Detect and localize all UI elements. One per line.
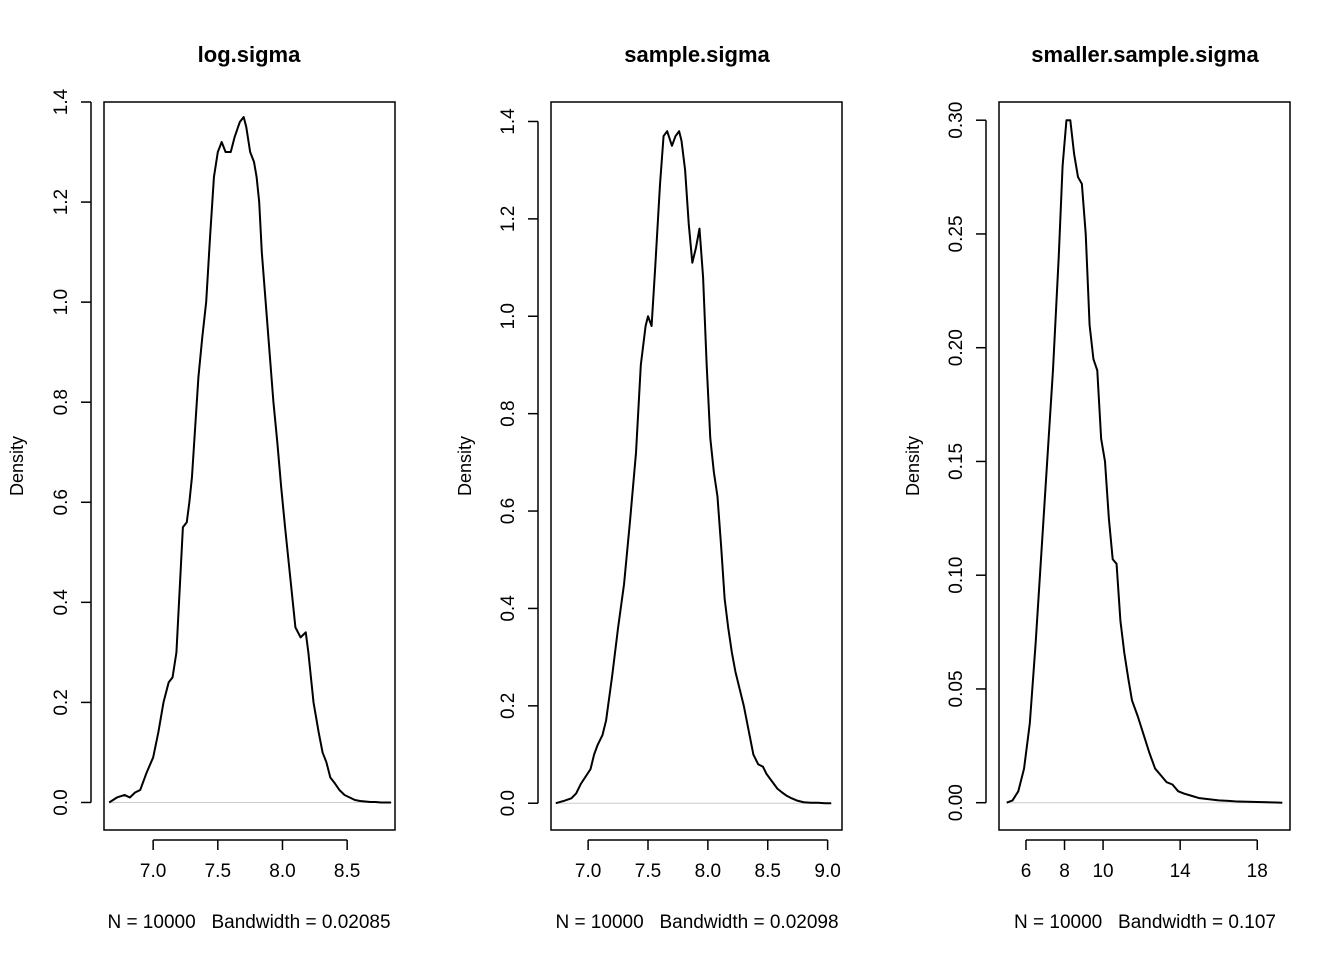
y-tick-label: 1.0: [498, 303, 519, 329]
y-axis-label: Density: [903, 436, 923, 496]
x-axis-subtitle: N = 10000 Bandwidth = 0.02085: [107, 912, 390, 933]
x-axis-subtitle: N = 10000 Bandwidth = 0.02098: [555, 912, 838, 933]
density-line: [1006, 119, 1283, 804]
x-tick-label: 7.0: [140, 861, 166, 882]
y-tick-label: 0.4: [498, 595, 519, 622]
y-tick-label: 1.4: [51, 88, 72, 115]
y-tick-label: 1.0: [51, 289, 72, 315]
y-tick-label: 0.30: [946, 102, 967, 139]
x-tick-label: 8.0: [695, 861, 721, 882]
panel-title: sample.sigma: [624, 42, 770, 67]
panel-log-sigma: log.sigma Density N = 10000 Bandwidth = …: [7, 42, 396, 933]
x-tick-label: 9.0: [814, 861, 840, 882]
y-tick-label: 0.05: [946, 670, 967, 707]
x-tick-label: 8.0: [269, 861, 295, 882]
y-tick-label: 0.6: [51, 489, 72, 515]
y-tick-label: 0.8: [51, 389, 72, 415]
x-tick-label: 10: [1092, 861, 1113, 882]
y-tick-label: 1.2: [51, 189, 72, 215]
y-tick-label: 0.6: [498, 498, 519, 524]
x-axis-subtitle: N = 10000 Bandwidth = 0.107: [1014, 912, 1276, 933]
y-tick-label: 0.25: [946, 215, 967, 252]
y-tick-label: 0.0: [51, 789, 72, 815]
y-tick-label: 0.0: [498, 790, 519, 816]
y-tick-label: 0.15: [946, 443, 967, 480]
y-tick-label: 0.10: [946, 557, 967, 594]
plot-frame: [998, 101, 1291, 831]
panel-sample-sigma: sample.sigma Density N = 10000 Bandwidth…: [455, 42, 843, 933]
plot-frame: [103, 101, 396, 831]
x-tick-label: 7.5: [635, 861, 661, 882]
y-tick-label: 1.4: [498, 108, 519, 135]
x-tick-label: 8.5: [334, 861, 360, 882]
x-tick-label: 6: [1021, 861, 1032, 882]
x-tick-label: 8: [1059, 861, 1070, 882]
y-tick-label: 0.2: [498, 693, 519, 719]
x-tick-label: 18: [1247, 861, 1268, 882]
density-line: [555, 130, 832, 805]
y-tick-label: 0.00: [946, 784, 967, 821]
y-tick-label: 1.2: [498, 206, 519, 232]
x-tick-label: 14: [1170, 861, 1192, 882]
x-tick-label: 7.0: [575, 861, 601, 882]
panel-title: log.sigma: [198, 42, 301, 67]
x-tick-label: 8.5: [755, 861, 781, 882]
plot-frame: [550, 101, 843, 831]
y-tick-label: 0.20: [946, 329, 967, 366]
y-axis-label: Density: [7, 436, 27, 496]
panel-title: smaller.sample.sigma: [1031, 42, 1259, 67]
y-tick-label: 0.2: [51, 689, 72, 715]
panel-smaller-sample-sigma: smaller.sample.sigma Density N = 10000 B…: [903, 42, 1291, 933]
density-line: [108, 116, 392, 804]
y-tick-label: 0.8: [498, 400, 519, 426]
y-axis-label: Density: [455, 436, 475, 496]
x-tick-label: 7.5: [205, 861, 231, 882]
y-tick-label: 0.4: [51, 589, 72, 616]
